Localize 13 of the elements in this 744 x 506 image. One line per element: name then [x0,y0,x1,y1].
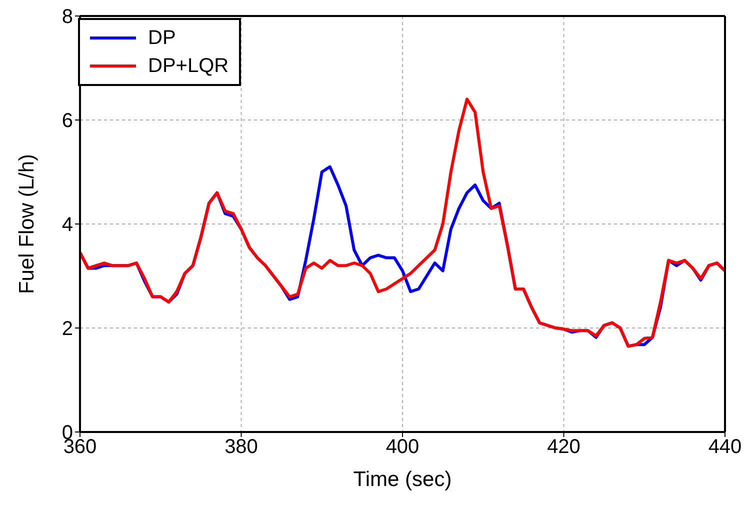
x-tick-label: 380 [224,436,258,458]
y-tick-label: 2 [62,318,73,340]
y-axis-title: Fuel Flow (L/h) [15,154,38,294]
y-tick-label: 4 [62,214,73,236]
x-axis-title: Time (sec) [353,468,452,491]
x-tick-label: 400 [386,436,420,458]
legend-label: DP+LQR [148,54,229,78]
x-tick-label: 440 [708,436,742,458]
line-series [80,98,725,348]
y-tick-label: 6 [62,110,73,132]
legend-label: DP [148,26,176,50]
x-tick-label: 420 [547,436,580,458]
y-tick-label: 8 [62,6,73,28]
